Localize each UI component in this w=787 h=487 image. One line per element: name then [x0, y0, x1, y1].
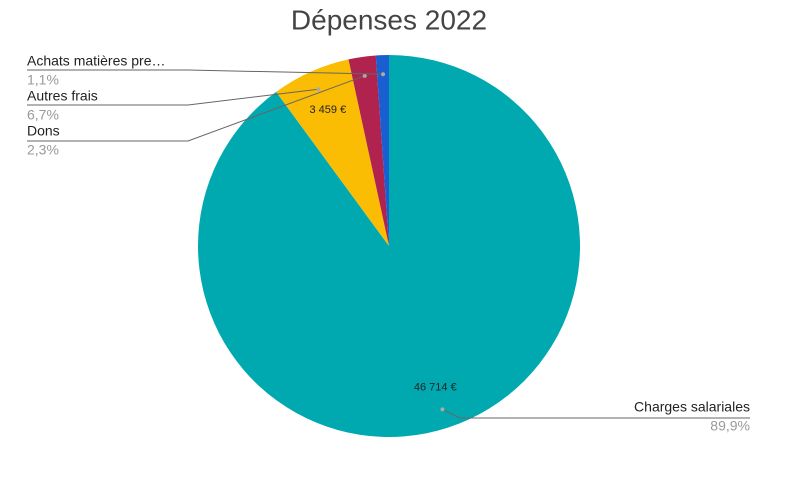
leader-dot	[316, 87, 321, 92]
pie-slice	[348, 55, 389, 247]
percent-label: 89,9%	[710, 418, 750, 434]
value-label: 46 714 €	[414, 382, 457, 394]
slice-label: Charges salariales	[634, 399, 750, 415]
pie-slice	[375, 55, 389, 246]
pie-slice	[276, 59, 389, 246]
leader-dot	[440, 407, 445, 412]
pie-slice	[198, 55, 581, 438]
percent-label: 2,3%	[27, 142, 59, 158]
slice-label: Dons	[27, 123, 60, 139]
leader-line	[27, 88, 319, 106]
slice-label: Achats matières pre…	[27, 53, 166, 69]
slice-label: Autres frais	[27, 88, 98, 104]
leader-line	[27, 75, 365, 142]
chart-title: Dépenses 2022	[291, 4, 487, 35]
leader-line	[442, 408, 750, 419]
percent-label: 1,1%	[27, 72, 59, 88]
percent-label: 6,7%	[27, 107, 59, 123]
value-label: 3 459 €	[309, 104, 346, 116]
leader-dot	[362, 73, 367, 78]
leader-line	[27, 69, 384, 75]
leader-dot	[381, 72, 386, 77]
